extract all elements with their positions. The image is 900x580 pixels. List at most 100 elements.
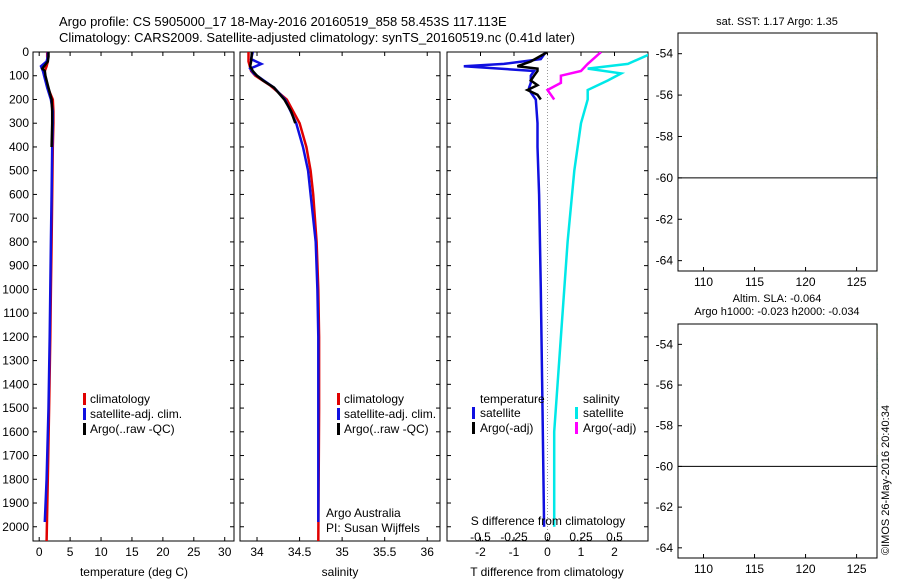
pi-credit: PI: Susan Wijffels [326,521,420,535]
figure-title-line1: Argo profile: CS 5905000_17 18-May-2016 … [59,14,507,29]
depth-tick-label: 900 [9,259,29,273]
sst-map-ytick-label: -62 [656,212,674,226]
sst-map-ytick-label: -58 [656,129,674,143]
s-difference-tick-label: -0.25 [500,530,528,544]
legend-label-climatology: climatology [344,392,404,406]
depth-tick-label: 1300 [2,354,29,368]
difference-xtick-label: 1 [578,545,585,559]
legend-swatch-argo [83,423,86,435]
salinity-panel-frame [239,51,441,542]
sst-map-title: sat. SST: 1.17 Argo: 1.35 [716,16,838,28]
sst-map-xtick-label: 125 [847,275,867,289]
difference-xtick-label: 2 [611,545,618,559]
legend-swatch-s-argo [575,422,578,434]
institution-credit: Argo Australia [326,506,401,520]
difference-series-argo-adj- [516,52,549,101]
temperature-xtick-label: 10 [94,545,108,559]
legend-swatch-argo [337,423,340,435]
legend-title-temperature: temperature [480,392,545,406]
sla-map-ytick-label: -64 [656,541,674,555]
sla-map-subtitle: Argo h1000: -0.023 h2000: -0.034 [694,306,859,318]
legend-label-satellite: satellite-adj. clim. [90,407,182,421]
legend-swatch-satellite [83,408,86,420]
sst-map-xtick-label: 120 [796,275,816,289]
temperature-xtick-label: 15 [125,545,139,559]
difference-series-satellite [552,53,648,527]
sla-map-xtick-label: 125 [847,562,867,576]
legend-swatch-t-satellite [472,407,475,419]
legend-label-climatology: climatology [90,392,150,406]
salinity-xtick-label: 35.5 [373,545,397,559]
salinity-legend: climatology satellite-adj. clim. Argo(..… [337,392,436,436]
imos-watermark: ©IMOS 26-May-2016 20:40:34 [880,405,892,555]
sst-map: 110 115 120 125 -54 -56 -58 -60 -62 -64 [656,32,878,289]
sla-map-ytick-label: -62 [656,500,674,514]
legend-swatch-t-argo [472,422,475,434]
sla-map-xtick-label: 120 [796,562,816,576]
depth-tick-label: 1100 [3,306,29,320]
legend-title-salinity: salinity [583,392,620,406]
salinity-xtick-label: 35 [335,545,349,559]
depth-tick-label: 800 [9,235,29,249]
salinity-xtick-label: 34.5 [288,545,312,559]
s-difference-tick-label: 0 [544,530,551,544]
s-difference-tick-label: -0.5 [470,530,491,544]
depth-tick-label: 600 [9,187,29,201]
difference-legend: temperature salinity satellite Argo(-adj… [472,392,636,435]
salinity-xtick-label: 36 [421,545,435,559]
difference-xtick-label: -1 [509,545,520,559]
depth-tick-label: 0 [22,45,29,59]
temperature-axis-label: temperature (deg C) [80,565,188,579]
sla-map-ytick-label: -56 [656,378,674,392]
depth-tick-label: 1400 [2,377,29,391]
temperature-xtick-label: 30 [218,545,232,559]
sst-map-xtick-label: 115 [745,275,764,289]
t-difference-axis-label: T difference from climatology [470,565,624,579]
difference-series-argo-adj- [545,52,602,101]
sla-map-title: Altim. SLA: -0.064 [733,293,822,305]
profile-layer: 0 5 10 15 20 25 300100200300400500600700800900… [2,45,648,559]
legend-label-s-argo: Argo(-adj) [583,421,636,435]
s-difference-tick-label: 0.25 [569,530,593,544]
difference-xtick-label: -2 [475,545,486,559]
sst-map-ytick-label: -60 [656,171,674,185]
depth-tick-label: 2000 [2,520,29,534]
legend-label-argo: Argo(..raw -QC) [344,422,429,436]
sla-map: 110 115 120 125 -54 -56 -58 -60 -62 -64 [656,323,878,576]
depth-tick-label: 500 [9,164,29,178]
temperature-series-argo-raw-qc- [40,52,54,148]
depth-tick-label: 1000 [2,282,29,296]
s-difference-tick-label: 0.5 [606,530,623,544]
temperature-panel-frame [32,51,235,542]
difference-panel-frame [446,51,649,542]
legend-label-satellite: satellite-adj. clim. [344,407,436,421]
temperature-xtick-label: 5 [67,545,74,559]
sla-map-ytick-label: -54 [656,337,674,351]
legend-swatch-climatology [83,393,86,405]
depth-tick-label: 1900 [2,496,29,510]
sla-map-frame [677,323,878,559]
temperature-xtick-label: 20 [156,545,170,559]
temperature-legend: climatology satellite-adj. clim. Argo(..… [83,392,182,436]
depth-tick-label: 100 [9,69,29,83]
salinity-series-argo-raw-qc- [248,52,297,124]
salinity-xtick-label: 34 [250,545,264,559]
sst-map-xtick-label: 110 [694,275,713,289]
depth-tick-label: 1600 [2,425,29,439]
s-difference-axis-label: S difference from climatology [471,514,626,528]
salinity-series-climatology [247,52,321,541]
legend-label-s-satellite: satellite [583,406,624,420]
depth-tick-label: 700 [9,211,29,225]
legend-label-t-satellite: satellite [480,406,521,420]
sla-map-xtick-label: 115 [745,562,764,576]
legend-label-t-argo: Argo(-adj) [480,421,533,435]
salinity-series-satellite-adj-clim- [248,52,320,522]
legend-swatch-climatology [337,393,340,405]
depth-tick-label: 1700 [2,449,29,463]
salinity-axis-label: salinity [322,565,359,579]
sst-map-ytick-label: -56 [656,88,674,102]
legend-swatch-s-satellite [575,407,578,419]
legend-swatch-satellite [337,408,340,420]
sla-map-xtick-label: 110 [694,562,713,576]
